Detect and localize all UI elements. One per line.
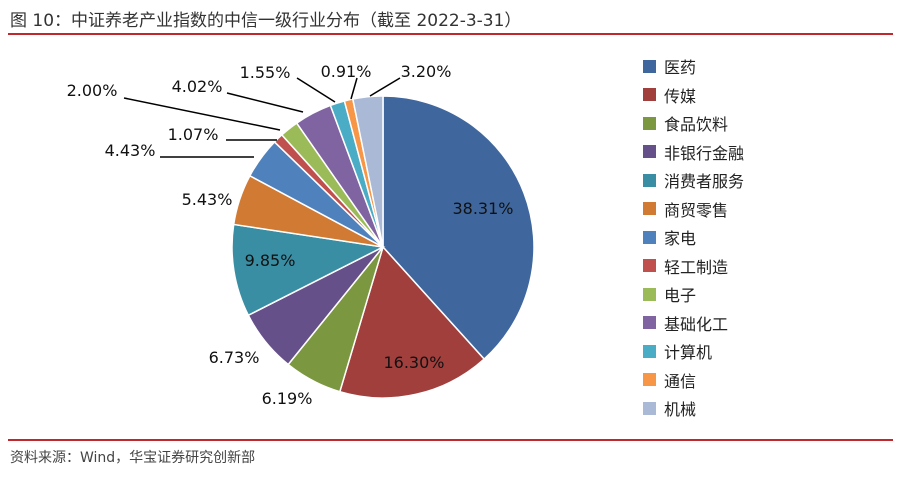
pie-slice-1 <box>382 95 535 361</box>
legend-item: 医药 <box>643 52 744 81</box>
data-label-9: 2.00% <box>67 81 118 100</box>
leader-line-9 <box>123 97 281 131</box>
data-label-5: 9.85% <box>245 251 296 270</box>
legend-item: 通信 <box>643 366 744 395</box>
legend-label: 商贸零售 <box>664 200 729 220</box>
legend-swatch <box>643 59 656 73</box>
legend-swatch <box>643 173 656 187</box>
legend-label: 传媒 <box>664 86 697 106</box>
source-note: 资料来源：Wind，华宝证券研究创新部 <box>10 450 256 466</box>
legend-swatch <box>643 287 656 301</box>
pie-slice-2 <box>338 245 486 399</box>
leader-line-12 <box>350 77 358 100</box>
legend-item: 消费者服务 <box>643 166 744 195</box>
data-label-13: 3.20% <box>401 62 452 81</box>
pie-slice-5 <box>231 223 386 317</box>
legend-label: 消费者服务 <box>664 172 745 192</box>
legend-label: 家电 <box>664 229 697 249</box>
legend-swatch <box>643 373 656 387</box>
data-label-8: 1.07% <box>168 125 219 144</box>
data-label-3: 6.19% <box>262 389 313 408</box>
legend-swatch <box>643 316 656 330</box>
leader-line-11 <box>296 77 336 103</box>
legend-label: 基础化工 <box>664 314 729 334</box>
data-label-1: 38.31% <box>452 199 513 218</box>
leader-line-10 <box>226 92 304 113</box>
legend-label: 轻工制造 <box>664 257 729 277</box>
legend-swatch <box>643 401 656 415</box>
data-label-4: 6.73% <box>209 348 260 367</box>
legend-swatch <box>643 145 656 159</box>
legend-label: 医药 <box>664 58 697 78</box>
legend-swatch <box>643 259 656 273</box>
pie-slice-13 <box>351 95 384 248</box>
legend-item: 轻工制造 <box>643 252 744 281</box>
data-label-7: 4.43% <box>105 141 156 160</box>
legend: 医药传媒食品饮料非银行金融消费者服务商贸零售家电轻工制造电子基础化工计算机通信机… <box>643 52 744 423</box>
legend-item: 商贸零售 <box>643 195 744 224</box>
legend-label: 通信 <box>664 371 697 391</box>
legend-label: 计算机 <box>664 343 713 363</box>
title-divider <box>8 33 893 35</box>
legend-swatch <box>643 88 656 102</box>
legend-label: 电子 <box>664 286 697 306</box>
legend-label: 机械 <box>664 400 697 420</box>
legend-item: 电子 <box>643 280 744 309</box>
legend-item: 家电 <box>643 223 744 252</box>
chart-title: 图 10：中证养老产业指数的中信一级行业分布（截至 2022-3-31） <box>10 11 522 31</box>
data-label-11: 1.55% <box>240 63 291 82</box>
legend-item: 食品饮料 <box>643 109 744 138</box>
legend-item: 基础化工 <box>643 309 744 338</box>
legend-label: 食品饮料 <box>664 115 729 135</box>
legend-swatch <box>643 202 656 216</box>
legend-item: 机械 <box>643 394 744 423</box>
data-label-2: 16.30% <box>383 353 444 372</box>
legend-item: 传媒 <box>643 81 744 110</box>
source-divider <box>8 439 893 441</box>
legend-item: 非银行金融 <box>643 138 744 167</box>
legend-item: 计算机 <box>643 337 744 366</box>
data-label-6: 5.43% <box>182 190 233 209</box>
legend-swatch <box>643 116 656 130</box>
legend-swatch <box>643 344 656 358</box>
leader-line-13 <box>369 77 401 97</box>
legend-swatch <box>643 230 656 244</box>
data-label-10: 4.02% <box>172 77 223 96</box>
legend-label: 非银行金融 <box>664 143 745 163</box>
data-label-12: 0.91% <box>321 62 372 81</box>
